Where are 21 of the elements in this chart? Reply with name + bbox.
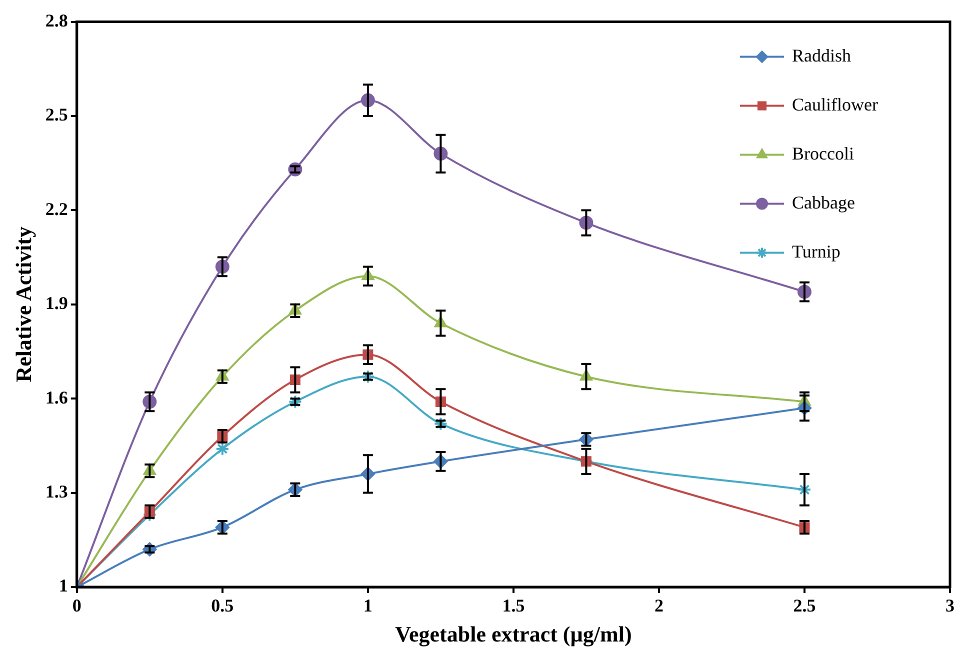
y-tick-label: 2.2 (45, 198, 68, 219)
x-tick-label: 2 (654, 595, 664, 616)
x-tick-label: 1.5 (502, 595, 525, 616)
x-tick-label: 1 (363, 595, 372, 616)
y-tick-label: 1.3 (45, 481, 68, 502)
legend-label: Cabbage (792, 192, 855, 213)
y-tick-label: 1.6 (45, 387, 68, 408)
y-axis-title: Relative Activity (10, 226, 36, 382)
x-tick-label: 0 (72, 595, 82, 616)
y-tick-label: 2.5 (45, 104, 68, 125)
y-tick-label: 1 (58, 576, 68, 596)
x-tick-label: 0.5 (211, 595, 234, 616)
x-axis-title: Vegetable extract (µg/ml) (395, 621, 632, 646)
x-tick-label: 2.5 (793, 595, 816, 616)
y-tick-label: 1.9 (45, 293, 68, 314)
legend-label: Turnip (792, 242, 840, 262)
legend-label: Broccoli (792, 144, 854, 164)
x-tick-label: 3 (946, 595, 954, 616)
legend-label: Raddish (792, 46, 852, 66)
legend-label: Cauliflower (792, 94, 878, 115)
y-tick-label: 2.8 (45, 10, 68, 30)
